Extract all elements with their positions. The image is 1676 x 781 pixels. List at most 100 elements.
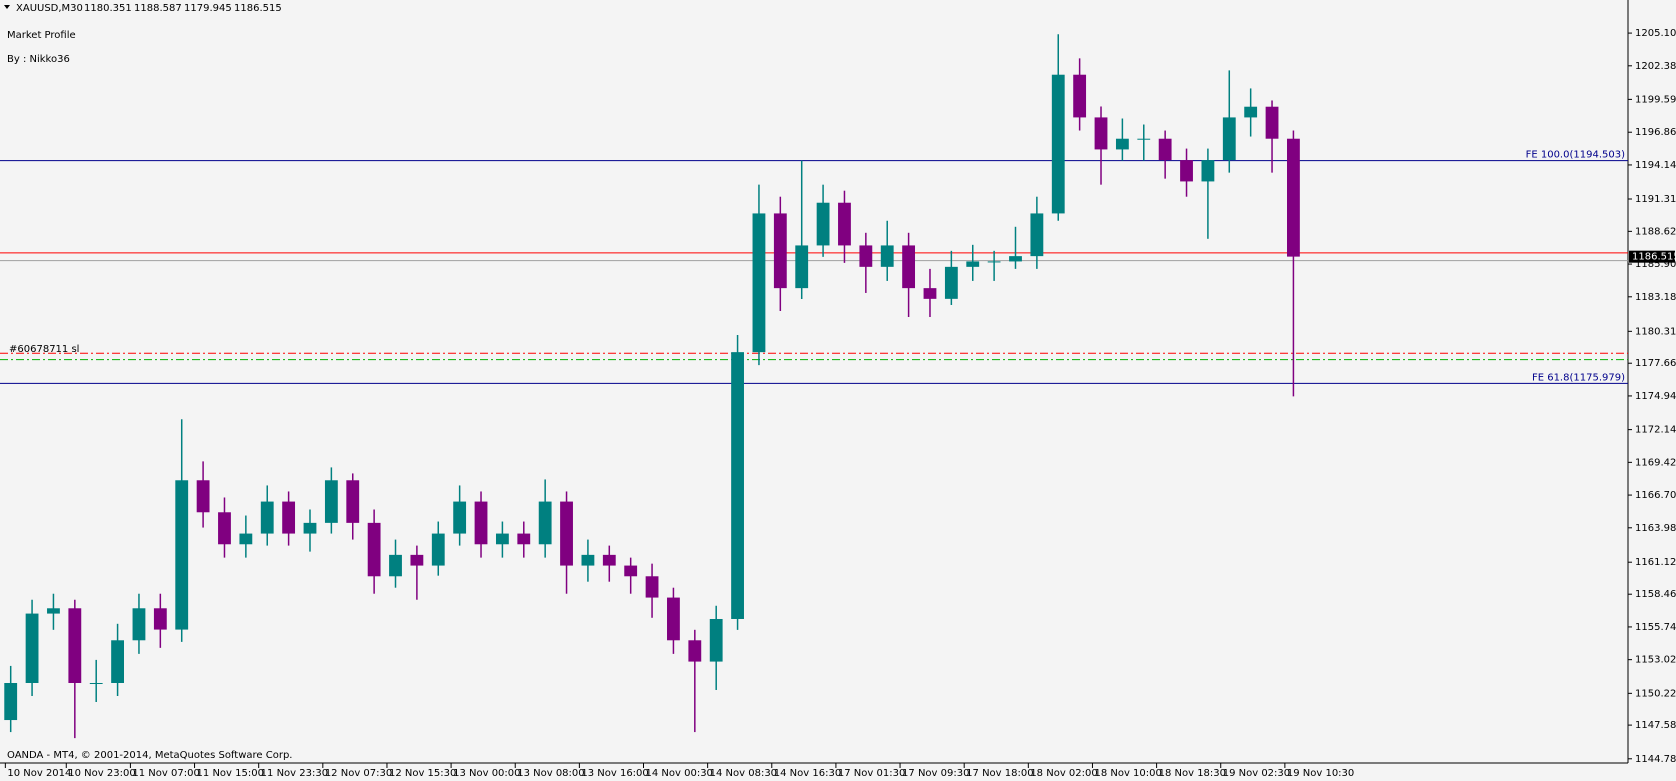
candle-body <box>752 213 766 353</box>
candle-body <box>880 245 894 267</box>
candle-body <box>581 554 595 566</box>
y-tick-label: 1147.580 <box>1635 720 1676 731</box>
candle-body <box>474 501 488 545</box>
header-close: 1186.515 <box>234 3 282 14</box>
candle-body <box>1158 138 1172 161</box>
candle-body <box>1073 74 1087 118</box>
candle-body <box>1222 117 1236 161</box>
candle-body <box>239 533 253 545</box>
candle-body <box>1051 74 1065 214</box>
level-label: FE 100.0(1194.503) <box>1526 150 1625 161</box>
candle-body <box>816 202 830 246</box>
x-tick-label: 19 Nov 10:30 <box>1287 768 1354 779</box>
y-tick-label: 1144.780 <box>1635 754 1676 765</box>
x-tick-label: 14 Nov 08:30 <box>710 768 777 779</box>
x-tick-label: 14 Nov 00:30 <box>646 768 713 779</box>
candle-body <box>560 501 573 566</box>
x-tick-label: 14 Nov 16:30 <box>774 768 841 779</box>
candle-body <box>495 533 509 545</box>
candle-body <box>1115 138 1129 150</box>
x-tick-label: 13 Nov 00:00 <box>453 768 520 779</box>
candle-body <box>367 522 381 577</box>
x-tick-label: 18 Nov 18:30 <box>1159 768 1226 779</box>
indicator-name: Market Profile <box>7 30 76 41</box>
y-tick-label: 1153.020 <box>1635 655 1676 666</box>
x-tick-label: 11 Nov 07:00 <box>132 768 199 779</box>
x-tick-label: 18 Nov 02:00 <box>1030 768 1097 779</box>
candle-body <box>410 554 424 566</box>
last-price-box <box>1629 250 1675 263</box>
y-tick-label: 1177.660 <box>1635 358 1676 369</box>
candle-body <box>667 597 680 641</box>
candle-body <box>346 480 360 523</box>
y-tick-label: 1155.740 <box>1635 622 1676 633</box>
y-tick-label: 1166.700 <box>1635 490 1676 501</box>
candle-body <box>68 608 82 683</box>
candle-body <box>153 608 167 630</box>
collapse-icon[interactable] <box>4 5 10 9</box>
candle-body <box>175 480 189 630</box>
y-tick-label: 1205.100 <box>1635 28 1676 39</box>
candle-body <box>923 288 937 299</box>
order-label: #60678711 sl <box>9 344 79 355</box>
candle-body <box>1201 160 1215 182</box>
candle-body <box>196 480 210 513</box>
x-tick-label: 10 Nov 2014 <box>7 768 71 779</box>
x-tick-label: 13 Nov 08:00 <box>517 768 584 779</box>
candle-body <box>902 245 916 289</box>
candle-body <box>987 261 1001 263</box>
y-tick-label: 1161.120 <box>1635 557 1676 568</box>
y-tick-label: 1188.620 <box>1635 226 1676 237</box>
candle-body <box>538 501 552 545</box>
y-tick-label: 1199.590 <box>1635 94 1676 105</box>
candle-body <box>795 245 809 289</box>
candle-body <box>1094 117 1108 150</box>
candle-body <box>1180 160 1193 182</box>
footer: OANDA - MT4, © 2001-2014, MetaQuotes Sof… <box>7 750 292 761</box>
y-tick-label: 1183.180 <box>1635 292 1676 303</box>
x-tick-label: 11 Nov 15:00 <box>197 768 264 779</box>
x-tick-label: 12 Nov 07:30 <box>325 768 392 779</box>
y-tick-label: 1158.460 <box>1635 589 1676 600</box>
y-tick-label: 1194.140 <box>1635 160 1676 171</box>
y-tick-label: 1150.220 <box>1635 688 1676 699</box>
candle-body <box>47 608 60 614</box>
symbol: XAUUSD,M30 <box>16 3 83 14</box>
candle-body <box>773 213 787 289</box>
candle-body <box>25 613 39 683</box>
candle-body <box>838 202 851 246</box>
x-tick-label: 18 Nov 10:00 <box>1094 768 1161 779</box>
author: By : Nikko36 <box>7 54 70 65</box>
candle-body <box>624 565 638 577</box>
candle-body <box>944 266 958 299</box>
candle-body <box>1244 106 1258 118</box>
x-tick-label: 17 Nov 09:30 <box>902 768 969 779</box>
candle-body <box>645 576 659 598</box>
x-tick-label: 12 Nov 15:30 <box>389 768 456 779</box>
candle-body <box>1265 106 1279 139</box>
candle-body <box>111 640 124 683</box>
x-tick-label: 17 Nov 01:30 <box>838 768 905 779</box>
candle-body <box>218 512 231 545</box>
y-tick-label: 1163.980 <box>1635 523 1676 534</box>
header-open: 1180.351 <box>84 3 132 14</box>
candle-body <box>731 352 744 619</box>
x-tick-label: 10 Nov 23:00 <box>68 768 135 779</box>
header-low: 1179.945 <box>184 3 232 14</box>
candle-body <box>89 682 103 684</box>
y-tick-label: 1174.940 <box>1635 391 1676 402</box>
candle-body <box>602 554 616 566</box>
candle-body <box>282 501 296 534</box>
y-tick-label: 1202.380 <box>1635 61 1676 72</box>
candle-body <box>4 682 18 721</box>
header-high: 1188.587 <box>134 3 182 14</box>
candle-body <box>517 533 531 545</box>
candle-body <box>688 640 702 662</box>
candle-body <box>1287 138 1300 257</box>
candle-body <box>303 522 317 534</box>
candle-body <box>1009 256 1022 262</box>
candle-body <box>431 533 445 566</box>
